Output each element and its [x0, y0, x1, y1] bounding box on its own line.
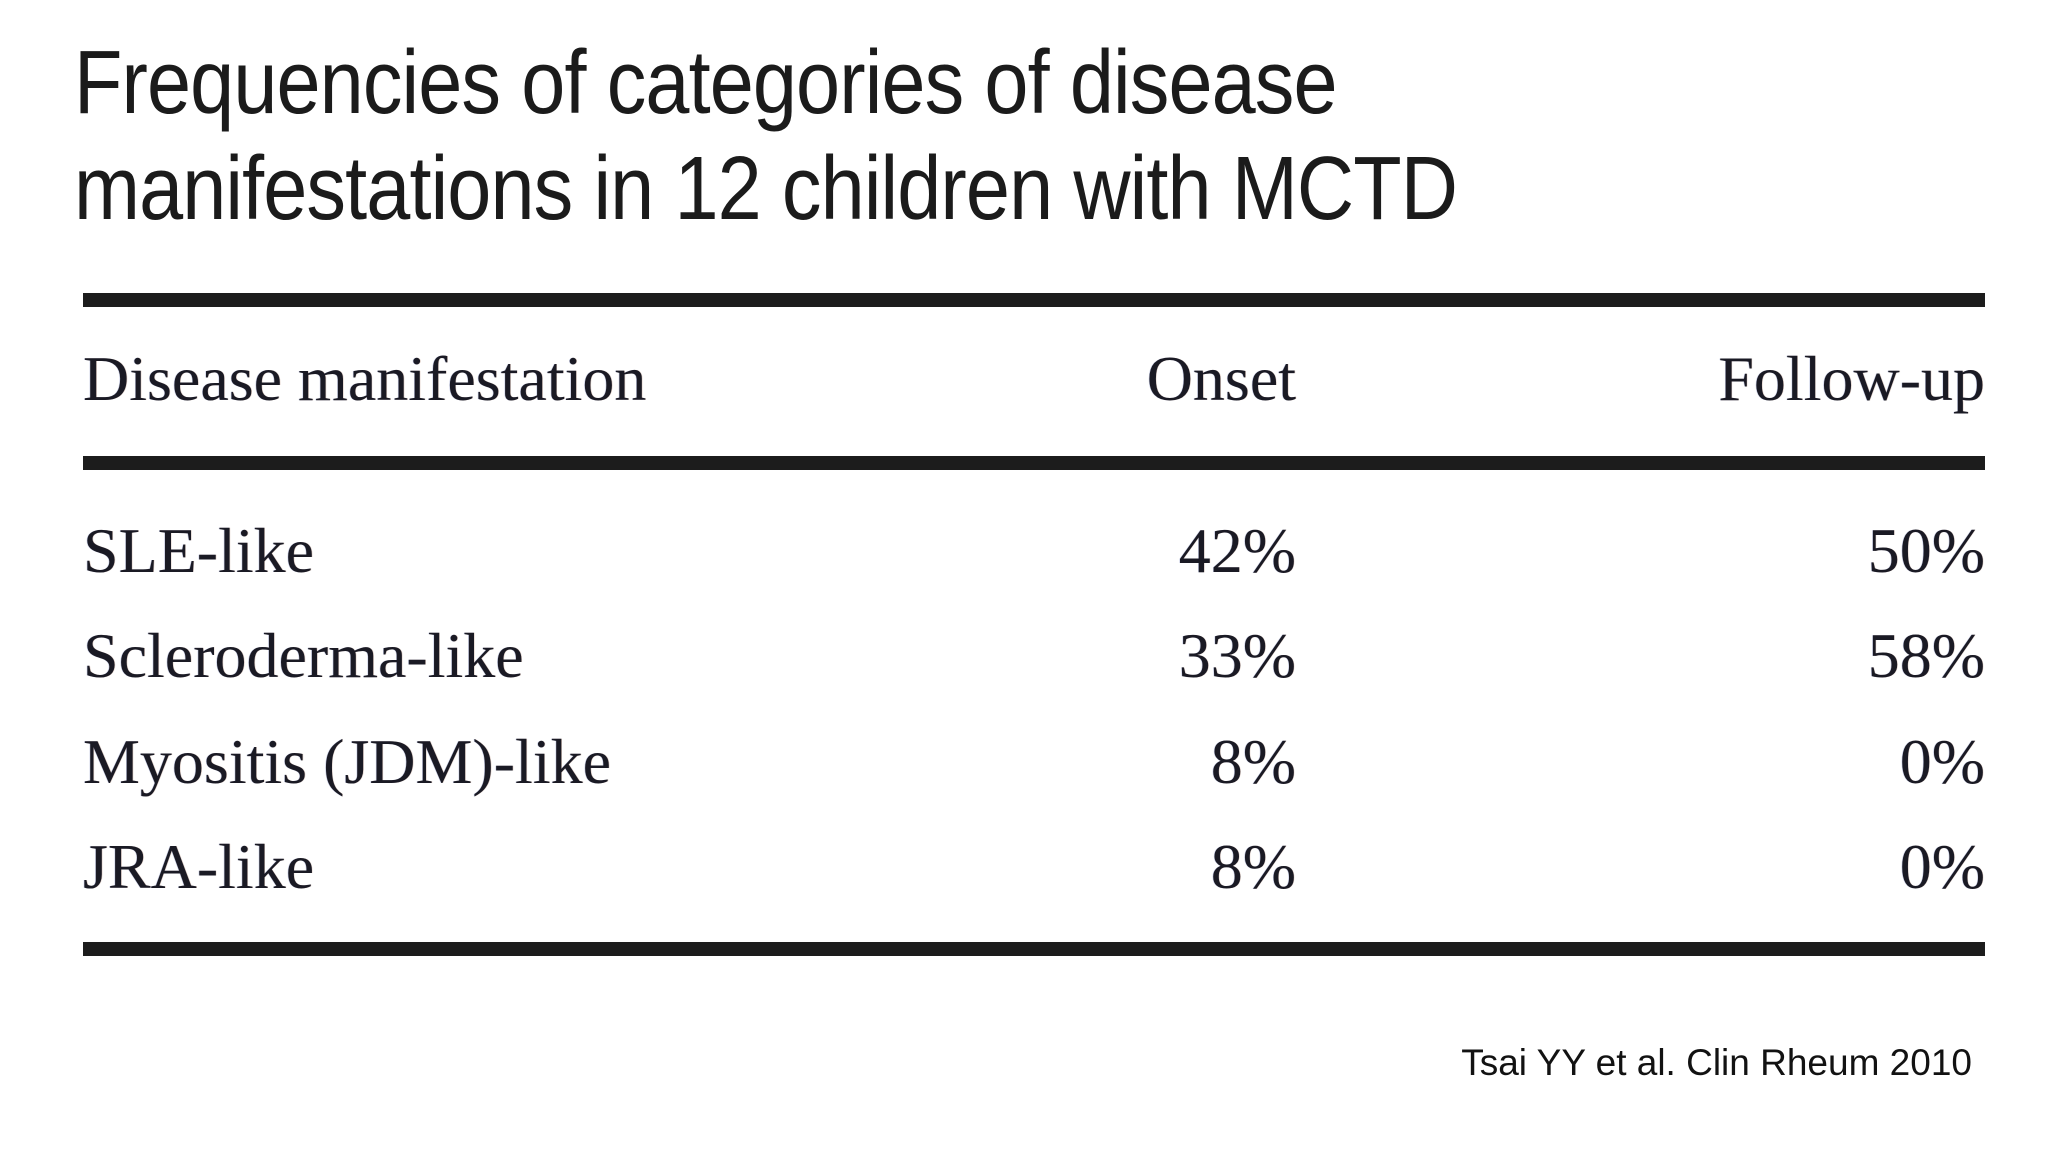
title-line-1: Frequencies of categories of disease: [74, 33, 1338, 133]
cell-followup: 0%: [1899, 831, 1985, 903]
cell-followup: 50%: [1867, 514, 1985, 586]
manifestation-table: Disease manifestation Onset Follow-up SL…: [83, 293, 1985, 956]
table-row: JRA-like 8% 0%: [83, 814, 1985, 949]
cell-manifestation: Myositis (JDM)-like: [83, 725, 611, 797]
cell-onset: 8%: [1210, 831, 1296, 903]
table-header: Disease manifestation Onset Follow-up: [83, 300, 1985, 463]
column-header-onset: Onset: [1146, 343, 1296, 414]
table-row: SLE-like 42% 50%: [83, 463, 1985, 604]
cell-followup: 0%: [1899, 725, 1985, 797]
page-title: Frequencies of categories of disease man…: [74, 30, 1646, 242]
table-body: SLE-like 42% 50% Scleroderma-like 33% 58…: [83, 463, 1985, 949]
cell-onset: 42%: [1178, 514, 1296, 586]
cell-manifestation: SLE-like: [83, 514, 315, 586]
cell-manifestation: Scleroderma-like: [83, 620, 524, 692]
cell-manifestation: JRA-like: [83, 831, 315, 903]
manifestation-table-container: Disease manifestation Onset Follow-up SL…: [83, 293, 1985, 956]
table-header-row: Disease manifestation Onset Follow-up: [83, 300, 1985, 463]
table-row: Scleroderma-like 33% 58%: [83, 603, 1985, 709]
cell-onset: 33%: [1178, 620, 1296, 692]
table-row: Myositis (JDM)-like 8% 0%: [83, 709, 1985, 815]
column-header-disease-manifestation: Disease manifestation: [83, 343, 647, 414]
cell-onset: 8%: [1210, 725, 1296, 797]
column-header-follow-up: Follow-up: [1718, 343, 1985, 414]
source-citation: Tsai YY et al. Clin Rheum 2010: [1461, 1042, 1972, 1083]
title-line-2: manifestations in 12 children with MCTD: [74, 139, 1458, 240]
cell-followup: 58%: [1867, 620, 1985, 692]
